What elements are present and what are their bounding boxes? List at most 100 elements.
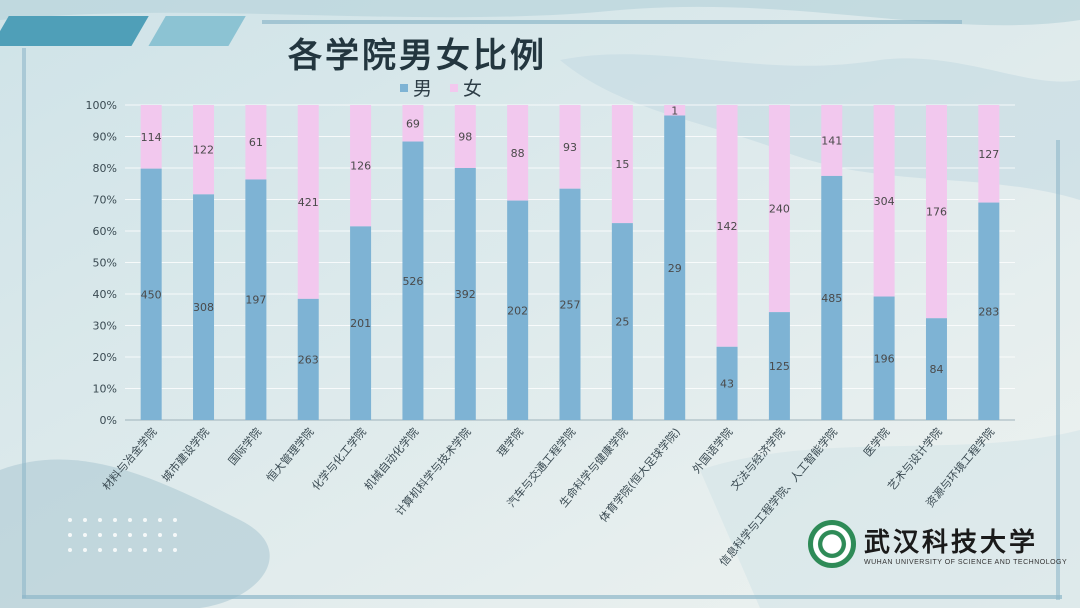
y-tick-label: 70% — [93, 194, 117, 207]
y-tick-label: 30% — [93, 320, 117, 333]
data-label-female: 98 — [458, 131, 472, 144]
legend-swatch-female — [450, 83, 459, 92]
legend-label-female: 女 — [463, 78, 483, 100]
bar-male — [402, 141, 424, 420]
bar-female — [193, 105, 215, 195]
bar-female — [611, 105, 633, 224]
bar-male — [664, 115, 686, 420]
bar-male — [507, 200, 529, 420]
bar-female — [716, 105, 738, 347]
data-label-female: 240 — [769, 203, 790, 216]
bar-female — [925, 105, 947, 319]
x-tick-label: 材料与冶金学院 — [99, 425, 159, 493]
bar-male — [611, 223, 633, 420]
data-label-male: 125 — [769, 360, 790, 373]
data-label-male: 257 — [560, 298, 581, 311]
x-tick-label: 理学院 — [494, 425, 526, 459]
bar-female — [402, 105, 424, 142]
data-label-female: 304 — [874, 195, 895, 208]
y-tick-label: 10% — [93, 383, 117, 396]
data-label-female: 61 — [249, 136, 263, 149]
data-label-female: 421 — [298, 196, 319, 209]
data-label-male: 283 — [978, 305, 999, 318]
bar-female — [821, 105, 843, 176]
bar-female — [297, 105, 319, 299]
data-label-female: 1 — [671, 104, 678, 117]
bar-female — [978, 105, 1000, 203]
data-label-female: 141 — [821, 134, 842, 147]
data-label-male: 392 — [455, 288, 476, 301]
x-tick-label: 城市建设学院 — [159, 425, 212, 485]
x-tick-label: 恒大管理学院 — [263, 425, 316, 485]
university-name-cn: 武汉科技大学 — [864, 528, 1039, 558]
data-label-male: 43 — [720, 377, 734, 390]
data-label-male: 450 — [141, 288, 162, 301]
y-tick-label: 80% — [93, 162, 117, 175]
bar-male — [140, 168, 162, 420]
bar-female — [768, 105, 790, 313]
chart-title: 各学院男女比例 — [288, 36, 547, 76]
bar-female — [664, 105, 686, 116]
data-label-male: 526 — [402, 275, 423, 288]
x-tick-label: 化学与化工学院 — [309, 425, 369, 493]
y-tick-label: 90% — [93, 131, 117, 144]
data-label-female: 93 — [563, 141, 577, 154]
bar-male — [925, 318, 947, 420]
bar-female — [454, 105, 476, 168]
legend-item-female: 女 — [450, 74, 482, 101]
y-tick-label: 20% — [93, 351, 117, 364]
y-tick-label: 40% — [93, 288, 117, 301]
y-tick-label: 100% — [86, 99, 117, 112]
data-label-male: 308 — [193, 301, 214, 314]
data-label-female: 114 — [141, 131, 162, 144]
x-tick-label: 国际学院 — [225, 425, 264, 468]
legend-label-male: 男 — [413, 78, 433, 100]
legend-swatch-male — [400, 83, 408, 92]
bar-male — [193, 194, 215, 420]
data-label-male: 201 — [350, 317, 371, 330]
university-seal-icon — [808, 520, 856, 568]
bar-female — [140, 105, 162, 169]
x-tick-label: 机械自动化学院 — [361, 425, 421, 493]
data-label-male: 84 — [929, 363, 943, 376]
university-name-en: WUHAN UNIVERSITY OF SCIENCE AND TECHNOLO… — [864, 559, 1068, 566]
bar-male — [350, 226, 372, 420]
data-label-female: 122 — [193, 144, 214, 157]
chart-legend: 男 女 — [400, 74, 482, 101]
y-tick-label: 50% — [93, 257, 117, 270]
bar-male — [821, 175, 843, 420]
bar-male — [768, 312, 790, 420]
data-label-male: 485 — [821, 292, 842, 305]
x-tick-label: 外国语学院 — [689, 425, 735, 476]
bar-male — [978, 202, 1000, 420]
x-tick-label: 医学院 — [860, 425, 892, 459]
bar-female — [507, 105, 529, 201]
bar-male — [716, 346, 738, 420]
data-label-male: 202 — [507, 304, 528, 317]
bar-male — [873, 296, 895, 420]
data-label-female: 69 — [406, 117, 420, 130]
bar-male — [297, 298, 319, 420]
data-label-female: 126 — [350, 160, 371, 173]
data-label-female: 142 — [717, 220, 738, 233]
university-logo: 武汉科技大学 WUHAN UNIVERSITY OF SCIENCE AND T… — [808, 520, 1067, 568]
bar-female — [559, 105, 581, 189]
bar-female — [350, 105, 372, 227]
data-label-male: 196 — [874, 352, 895, 365]
data-label-male: 25 — [615, 316, 629, 329]
data-label-female: 88 — [511, 147, 525, 160]
data-label-male: 197 — [245, 294, 266, 307]
bar-male — [454, 168, 476, 420]
legend-item-male: 男 — [400, 74, 432, 101]
data-label-male: 263 — [298, 353, 319, 366]
y-tick-label: 60% — [93, 225, 117, 238]
data-label-female: 176 — [926, 206, 947, 219]
data-label-female: 15 — [615, 158, 629, 171]
data-label-male: 29 — [668, 262, 682, 275]
bar-female — [873, 105, 895, 297]
bar-male — [559, 188, 581, 420]
y-tick-label: 0% — [100, 414, 117, 427]
bar-female — [245, 105, 267, 180]
